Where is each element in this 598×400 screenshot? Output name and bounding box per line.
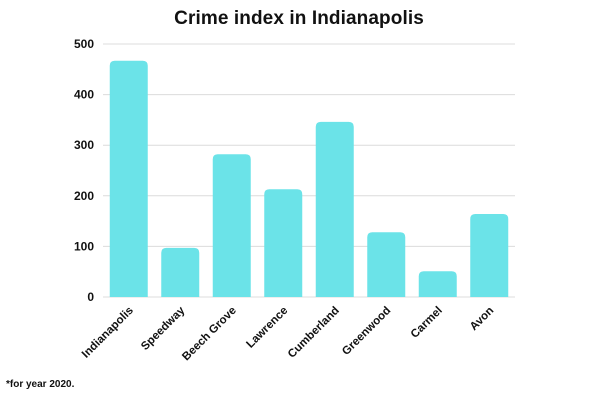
x-tick-label: Greenwood — [340, 305, 393, 358]
bar-indianapolis — [109, 60, 148, 298]
bar-lawrence — [264, 189, 303, 297]
y-tick-label: 100 — [74, 239, 94, 253]
x-tick-label: Avon — [468, 305, 497, 334]
bar-greenwood — [367, 232, 406, 297]
y-axis-ticks: 0 100 200 300 400 500 — [74, 37, 94, 304]
bar-beech-grove — [212, 154, 251, 297]
x-tick-label: Indianapolis — [80, 305, 136, 361]
bar-carmel — [418, 271, 457, 297]
x-tick-label: Carmel — [409, 305, 445, 341]
y-tick-label: 0 — [87, 290, 94, 304]
footnote: *for year 2020. — [6, 379, 75, 390]
x-tick-label: Speedway — [139, 304, 188, 353]
y-tick-label: 200 — [74, 189, 94, 203]
x-tick-label: Lawrence — [244, 305, 290, 351]
x-tick-label: Cumberland — [286, 305, 342, 361]
chart-title: Crime index in Indianapolis — [174, 8, 424, 29]
bar-speedway — [161, 247, 200, 297]
y-tick-label: 500 — [74, 37, 94, 51]
bars — [109, 60, 509, 298]
y-tick-label: 300 — [74, 138, 94, 152]
bar-cumberland — [315, 121, 354, 297]
y-tick-label: 400 — [74, 88, 94, 102]
bar-avon — [470, 214, 509, 297]
x-tick-label: Beech Grove — [180, 305, 239, 364]
